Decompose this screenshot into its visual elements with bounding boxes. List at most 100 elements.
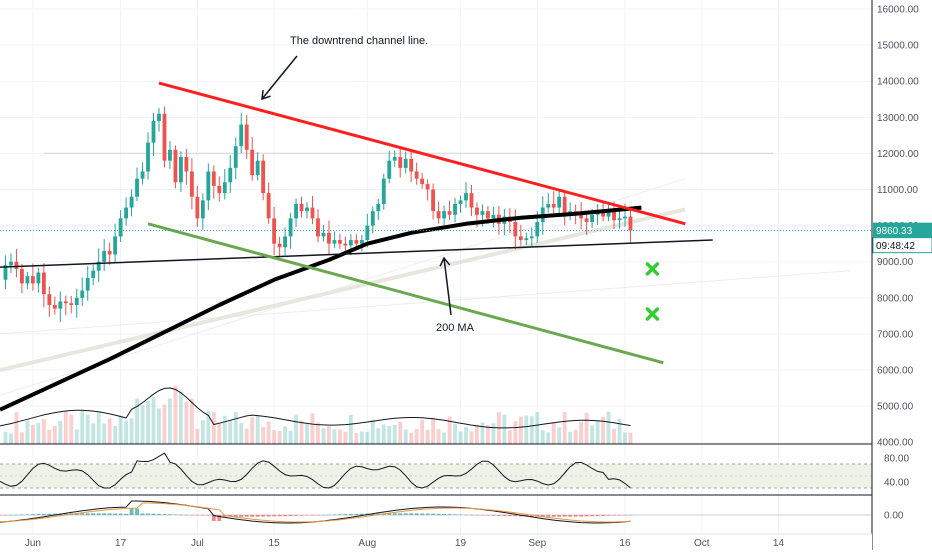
volume-bar xyxy=(343,431,348,444)
macd-histogram-bar xyxy=(135,508,139,515)
candle xyxy=(579,214,584,219)
candle xyxy=(518,236,523,241)
candle xyxy=(425,184,430,190)
volume-bar xyxy=(91,423,96,444)
volume-bar xyxy=(63,411,68,444)
macd-histogram-bar xyxy=(595,515,600,517)
macd-histogram-bar xyxy=(41,513,46,515)
candle xyxy=(365,225,370,241)
volume-bar xyxy=(151,396,156,444)
volume-bar xyxy=(546,432,551,444)
volume-bar xyxy=(178,391,183,444)
macd-histogram-bar xyxy=(562,515,567,517)
volume-bar xyxy=(409,432,414,444)
macd-histogram-bar xyxy=(0,515,2,516)
candle xyxy=(47,294,52,306)
price-scale-background xyxy=(872,0,932,550)
macd-histogram-bar xyxy=(91,513,96,515)
macd-histogram-bar xyxy=(283,515,288,517)
macd-histogram-bar xyxy=(502,515,507,516)
volume-bar xyxy=(365,431,370,444)
volume-bar xyxy=(507,430,512,444)
time-tick-label: 17 xyxy=(115,538,127,549)
macd-histogram-bar xyxy=(491,515,496,516)
candle xyxy=(129,196,134,208)
volume-ma-line xyxy=(0,387,631,429)
price-tick-label: 4000.00 xyxy=(877,438,914,449)
macd-histogram-bar xyxy=(458,514,463,516)
candle xyxy=(398,157,403,168)
volume-bar xyxy=(129,418,134,444)
macd-histogram-bar xyxy=(25,514,30,515)
macd-histogram-bar xyxy=(184,514,189,516)
candle xyxy=(250,149,255,176)
candle xyxy=(184,157,189,172)
volume-bar xyxy=(502,414,507,444)
candle xyxy=(458,200,463,204)
candle xyxy=(535,222,540,237)
macd-histogram-bar xyxy=(129,508,134,515)
macd-histogram-bar xyxy=(80,513,85,515)
volume-bar xyxy=(442,432,446,444)
volume-bar xyxy=(305,424,309,444)
macd-histogram-bar xyxy=(118,513,123,515)
volume-bar xyxy=(524,415,529,444)
macd-histogram-bar xyxy=(617,515,622,516)
volume-bar xyxy=(310,413,315,444)
macd-histogram-bar xyxy=(529,515,534,517)
candle xyxy=(480,211,485,215)
candle xyxy=(447,211,452,215)
volume-bar xyxy=(294,414,298,444)
volume-bar xyxy=(272,430,277,444)
candle xyxy=(595,212,600,215)
candle xyxy=(173,149,178,183)
macd-histogram-bar xyxy=(233,515,238,517)
volume-bar xyxy=(200,420,205,444)
macd-histogram-bar xyxy=(557,515,562,517)
macd-histogram-bar xyxy=(327,514,331,516)
marker-stroke xyxy=(645,262,660,276)
volume-bar xyxy=(595,420,600,444)
macd-histogram-bar xyxy=(414,513,419,515)
candle xyxy=(118,218,123,237)
last-price-label: 9860.33 xyxy=(876,226,913,237)
time-tick-label: 16 xyxy=(619,538,631,549)
volume-bar xyxy=(140,405,145,444)
macd-histogram-bar xyxy=(420,513,425,515)
macd-histogram-bar xyxy=(52,513,57,515)
candle xyxy=(590,214,595,222)
macd-histogram-bar xyxy=(146,513,150,515)
candle xyxy=(436,211,441,219)
volume-bar xyxy=(606,411,611,444)
macd-histogram-bar xyxy=(546,515,551,517)
macd-histogram-bar xyxy=(14,514,19,516)
arrow-shaft xyxy=(261,55,298,100)
volume-bar xyxy=(381,424,386,444)
volume-bar xyxy=(69,414,74,444)
candle xyxy=(584,218,589,222)
drawings xyxy=(0,55,872,412)
support-trendline xyxy=(0,239,713,268)
rsi-tick-label: 80.00 xyxy=(884,454,909,465)
volume-bar xyxy=(184,401,189,444)
candle xyxy=(305,207,309,212)
candle xyxy=(491,214,496,219)
candle xyxy=(200,200,205,219)
candle xyxy=(113,236,118,255)
macd-histogram-bar xyxy=(211,515,216,521)
volume-bar xyxy=(211,412,216,444)
volume-bar xyxy=(403,429,408,444)
volume-bar xyxy=(425,429,430,444)
candle xyxy=(387,160,392,179)
macd-histogram-bar xyxy=(189,515,194,516)
volume-bar xyxy=(469,431,474,444)
candle xyxy=(606,211,611,217)
time-tick-label: Jun xyxy=(25,538,41,549)
volume-bar xyxy=(453,423,457,444)
candle xyxy=(513,222,518,237)
macd-histogram-bar xyxy=(277,515,282,517)
macd-histogram-bar xyxy=(409,513,414,515)
